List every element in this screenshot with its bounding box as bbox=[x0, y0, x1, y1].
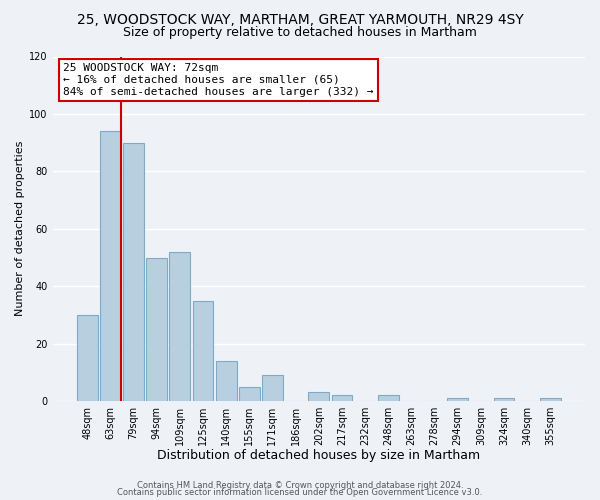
Bar bbox=[262, 376, 283, 401]
Bar bbox=[100, 131, 121, 401]
Text: 25 WOODSTOCK WAY: 72sqm
← 16% of detached houses are smaller (65)
84% of semi-de: 25 WOODSTOCK WAY: 72sqm ← 16% of detache… bbox=[63, 64, 374, 96]
Bar bbox=[540, 398, 561, 401]
X-axis label: Distribution of detached houses by size in Martham: Distribution of detached houses by size … bbox=[157, 450, 481, 462]
Bar bbox=[308, 392, 329, 401]
Bar bbox=[332, 396, 352, 401]
Bar bbox=[448, 398, 468, 401]
Bar bbox=[494, 398, 514, 401]
Text: Size of property relative to detached houses in Martham: Size of property relative to detached ho… bbox=[123, 26, 477, 39]
Bar bbox=[193, 300, 214, 401]
Bar bbox=[378, 396, 398, 401]
Bar bbox=[123, 142, 144, 401]
Bar bbox=[239, 386, 260, 401]
Y-axis label: Number of detached properties: Number of detached properties bbox=[15, 141, 25, 316]
Bar bbox=[215, 361, 236, 401]
Bar bbox=[169, 252, 190, 401]
Bar bbox=[77, 315, 98, 401]
Text: Contains public sector information licensed under the Open Government Licence v3: Contains public sector information licen… bbox=[118, 488, 482, 497]
Text: 25, WOODSTOCK WAY, MARTHAM, GREAT YARMOUTH, NR29 4SY: 25, WOODSTOCK WAY, MARTHAM, GREAT YARMOU… bbox=[77, 12, 523, 26]
Bar bbox=[146, 258, 167, 401]
Text: Contains HM Land Registry data © Crown copyright and database right 2024.: Contains HM Land Registry data © Crown c… bbox=[137, 481, 463, 490]
